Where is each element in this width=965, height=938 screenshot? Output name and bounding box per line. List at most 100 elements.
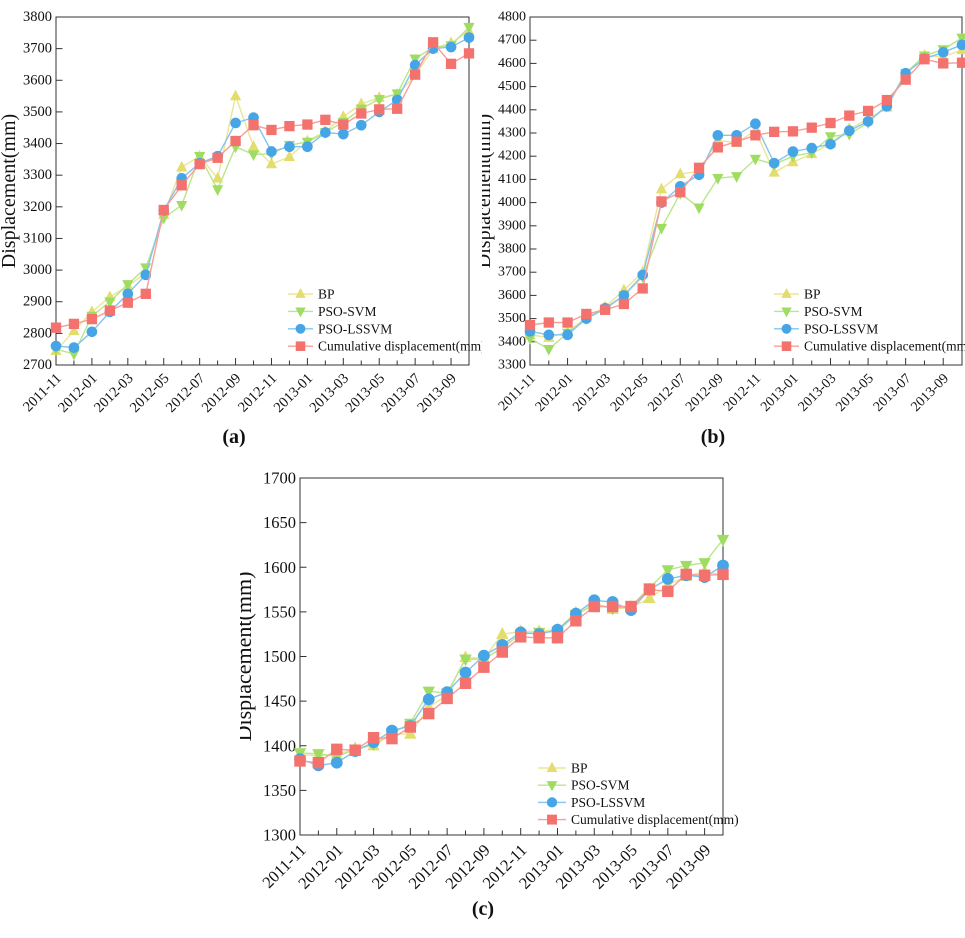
legend-label: PSO-LSSVM bbox=[804, 321, 878, 336]
plot-frame bbox=[299, 477, 724, 836]
marker-bp bbox=[247, 140, 260, 151]
marker-cumulative-displacement-mm bbox=[588, 600, 600, 613]
marker-cumulative-displacement-mm bbox=[533, 632, 545, 644]
marker-pso-svm bbox=[655, 223, 668, 235]
x-tick-label: 2013-07 bbox=[871, 371, 915, 415]
marker-cumulative-displacement-mm bbox=[956, 57, 965, 68]
y-tick-label: 1650 bbox=[263, 513, 296, 532]
legend-label: BP bbox=[318, 287, 335, 302]
marker-pso-lssvm bbox=[337, 128, 349, 140]
marker-cumulative-displacement-mm bbox=[769, 126, 780, 137]
marker-bp bbox=[212, 171, 224, 183]
marker-pso-svm bbox=[698, 558, 711, 570]
caption-a: (a) bbox=[222, 426, 246, 448]
marker-pso-svm bbox=[68, 349, 80, 361]
marker-pso-svm bbox=[422, 686, 435, 699]
x-tick-label: 2012-05 bbox=[127, 371, 172, 416]
marker-cumulative-displacement-mm bbox=[562, 317, 573, 328]
marker-bp bbox=[176, 160, 188, 172]
marker-cumulative-displacement-mm bbox=[404, 721, 417, 733]
series-line-bp bbox=[529, 49, 963, 339]
legend-marker bbox=[546, 761, 558, 773]
x-tick-label: 2013-09 bbox=[908, 371, 952, 415]
series-line-cumulative-displacement-mm bbox=[299, 573, 724, 764]
marker-pso-lssvm bbox=[937, 46, 949, 58]
marker-cumulative-displacement-mm bbox=[140, 288, 151, 299]
marker-pso-svm bbox=[158, 213, 170, 225]
marker-cumulative-displacement-mm bbox=[656, 196, 667, 207]
x-tick-label: 2012-11 bbox=[721, 371, 764, 414]
marker-pso-svm bbox=[731, 172, 743, 183]
marker-pso-lssvm bbox=[661, 572, 674, 585]
marker-pso-lssvm bbox=[618, 290, 630, 301]
marker-cumulative-displacement-mm bbox=[731, 136, 742, 147]
marker-cumulative-displacement-mm bbox=[712, 142, 723, 153]
legend-entry: Cumulative displacement(mm) bbox=[538, 812, 739, 827]
y-tick-label: 3300 bbox=[23, 167, 52, 183]
marker-cumulative-displacement-mm bbox=[570, 615, 582, 627]
marker-cumulative-displacement-mm bbox=[919, 54, 930, 65]
legend-entry: PSO-LSSVM bbox=[288, 321, 392, 336]
marker-cumulative-displacement-mm bbox=[230, 135, 241, 147]
marker-bp bbox=[265, 157, 278, 169]
marker-bp bbox=[229, 89, 242, 101]
marker-pso-lssvm bbox=[712, 130, 724, 141]
marker-cumulative-displacement-mm bbox=[900, 74, 911, 85]
marker-cumulative-displacement-mm bbox=[266, 124, 277, 136]
marker-bp bbox=[283, 150, 296, 162]
x-tick-label: 2013-07 bbox=[378, 371, 423, 416]
marker-cumulative-displacement-mm bbox=[581, 308, 592, 320]
marker-pso-lssvm bbox=[956, 39, 965, 51]
legend-label: Cumulative displacement(mm) bbox=[571, 812, 739, 827]
marker-bp bbox=[643, 591, 656, 604]
marker-cumulative-displacement-mm bbox=[427, 37, 439, 48]
marker-cumulative-displacement-mm bbox=[284, 120, 295, 132]
marker-pso-lssvm bbox=[825, 138, 836, 150]
marker-cumulative-displacement-mm bbox=[618, 298, 630, 310]
legend-entry: BP bbox=[774, 287, 821, 302]
legend: BP PSO-SVM PSO-LSSVM Cumulative displacemen… bbox=[538, 761, 739, 827]
legend-marker bbox=[781, 323, 792, 334]
y-tick-label: 3700 bbox=[498, 265, 526, 280]
marker-cumulative-displacement-mm bbox=[356, 108, 367, 119]
x-tick-label: 2013-09 bbox=[414, 371, 459, 416]
y-tick-label: 1600 bbox=[263, 558, 296, 577]
marker-cumulative-displacement-mm bbox=[698, 569, 711, 581]
legend-label: PSO-SVM bbox=[571, 778, 630, 793]
marker-cumulative-displacement-mm bbox=[68, 318, 80, 330]
marker-cumulative-displacement-mm bbox=[459, 677, 472, 689]
x-tick-label: 2012-07 bbox=[163, 371, 208, 416]
marker-pso-lssvm bbox=[862, 116, 874, 127]
marker-pso-lssvm bbox=[768, 157, 780, 169]
marker-cumulative-displacement-mm bbox=[693, 162, 705, 173]
x-tick-label: 2013-01 bbox=[758, 371, 802, 415]
marker-pso-svm bbox=[680, 560, 693, 573]
legend-label: PSO-SVM bbox=[804, 304, 863, 319]
series-line-pso-lssvm bbox=[299, 564, 724, 767]
y-tick-label: 4800 bbox=[498, 10, 526, 25]
y-tick-label: 4000 bbox=[498, 195, 526, 210]
marker-pso-svm bbox=[247, 150, 260, 162]
marker-pso-lssvm bbox=[806, 142, 818, 154]
series-markers-cumulative-displacement-mm bbox=[524, 54, 965, 331]
marker-cumulative-displacement-mm bbox=[122, 297, 133, 308]
marker-pso-lssvm bbox=[68, 342, 80, 353]
y-tick-label: 3800 bbox=[23, 9, 52, 25]
marker-pso-lssvm bbox=[302, 141, 313, 153]
caption-b: (b) bbox=[700, 426, 726, 448]
x-tick-label: 2012-05 bbox=[608, 371, 652, 415]
marker-pso-lssvm bbox=[543, 329, 555, 341]
marker-pso-svm bbox=[194, 152, 206, 163]
marker-cumulative-displacement-mm bbox=[675, 187, 686, 198]
legend-entry: PSO-SVM bbox=[538, 778, 630, 793]
marker-cumulative-displacement-mm bbox=[806, 122, 817, 133]
legend-marker bbox=[546, 797, 558, 808]
marker-pso-svm bbox=[749, 154, 761, 166]
series-markers-cumulative-displacement-mm bbox=[50, 37, 475, 333]
marker-pso-svm bbox=[312, 749, 325, 761]
legend-entry: PSO-SVM bbox=[288, 304, 377, 319]
y-tick-label: 4200 bbox=[498, 149, 526, 164]
marker-pso-svm bbox=[661, 565, 675, 578]
legend-entry: BP bbox=[288, 287, 335, 302]
y-axis-title: Displacement(mm) bbox=[482, 114, 495, 268]
